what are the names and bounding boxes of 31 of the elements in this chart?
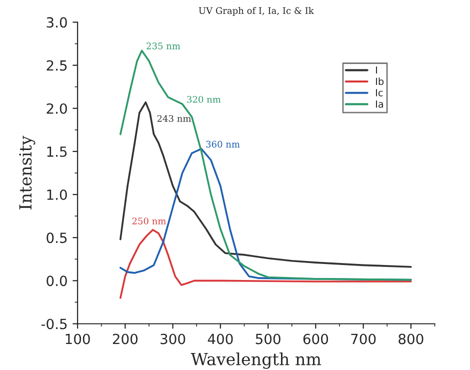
y-tick-label: 0.5	[46, 232, 67, 244]
y-tick-label: 3.0	[46, 17, 67, 28]
legend-label: Ia	[376, 100, 384, 108]
legend-label: Ic	[376, 89, 383, 96]
annotation: 250 nm	[132, 218, 166, 224]
legend-label: Ib	[376, 78, 384, 86]
annotation: 235 nm	[146, 42, 180, 50]
y-tick-label: 2.5	[46, 60, 67, 71]
x-tick-label: 400	[208, 334, 233, 344]
y-axis-title: Intensity	[19, 136, 36, 210]
y-tick-label: 2.0	[46, 103, 67, 114]
y-tick-label: 1.0	[47, 189, 67, 200]
annotation: 320 nm	[187, 96, 221, 103]
y-tick-label: -0.5	[41, 318, 67, 330]
x-tick-label: 500	[256, 334, 280, 344]
x-tick-label: 700	[351, 334, 376, 344]
line-series	[120, 50, 412, 281]
x-tick-label: 200	[112, 334, 138, 344]
line-series	[120, 228, 412, 299]
annotation: 360 nm	[206, 140, 240, 148]
x-tick-label: 800	[398, 334, 424, 344]
y-tick-label: 0.0	[46, 276, 67, 286]
legend-label: I	[376, 66, 377, 74]
y-tick-label: 1.5	[47, 146, 67, 157]
chart-title: UV Graph of I, Ia, Ic & Ik	[198, 7, 314, 16]
x-tick-label: 300	[160, 334, 186, 344]
line-series	[120, 101, 412, 268]
x-tick-label: 600	[303, 334, 328, 344]
x-tick-label: 100	[66, 334, 90, 344]
annotation: 243 nm	[157, 115, 191, 122]
x-axis-title: Wavelength nm	[190, 352, 322, 369]
